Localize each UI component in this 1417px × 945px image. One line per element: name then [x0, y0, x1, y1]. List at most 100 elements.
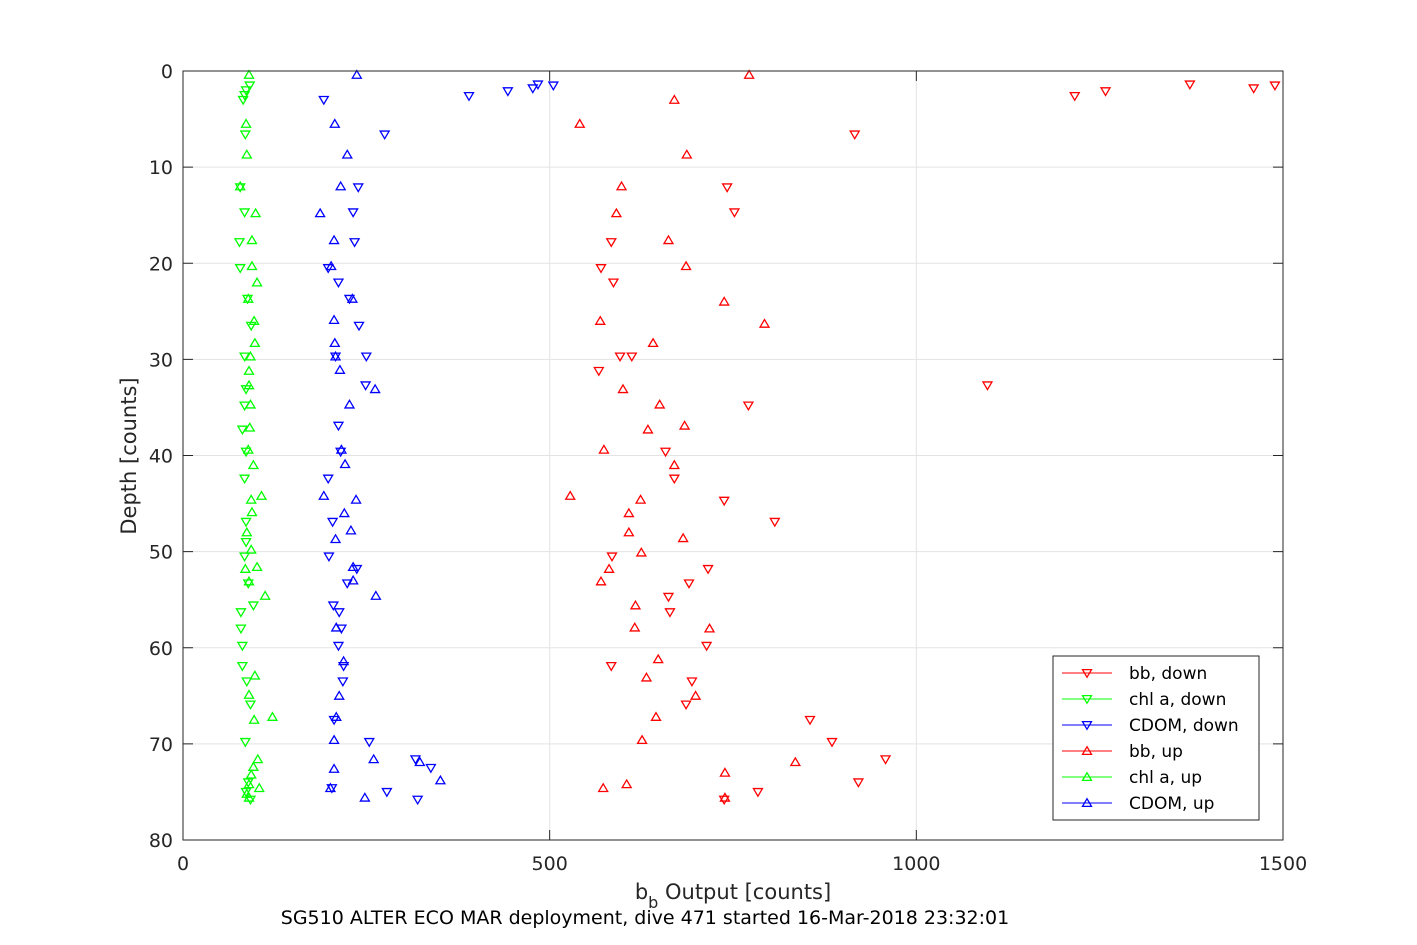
data-point — [351, 564, 363, 575]
data-point — [359, 792, 371, 802]
data-point — [238, 474, 251, 485]
data-point — [234, 180, 246, 191]
data-point — [603, 563, 615, 573]
data-point — [668, 474, 680, 485]
data-point — [335, 180, 347, 191]
data-point — [1184, 80, 1196, 91]
legend-entry: chl a, down — [1062, 690, 1226, 710]
data-point — [243, 365, 255, 375]
data-point — [614, 352, 626, 363]
data-point — [249, 207, 262, 218]
data-point — [615, 180, 628, 191]
data-point — [635, 547, 647, 557]
legend-entries: bb, down chl a, down CDOM, down bb, up chl a… — [1062, 664, 1239, 814]
data-point — [239, 563, 251, 573]
legend-label: bb, down — [1129, 664, 1207, 684]
data-point — [527, 84, 539, 94]
data-point — [623, 507, 635, 518]
data-point — [652, 653, 664, 664]
data-point — [718, 496, 730, 507]
data-point — [244, 81, 256, 91]
data-point — [409, 755, 422, 765]
data-point — [668, 459, 680, 470]
data-point — [243, 379, 255, 390]
data-point — [593, 366, 605, 377]
data-point — [350, 494, 362, 504]
data-point — [247, 459, 260, 470]
data-point — [689, 690, 702, 700]
y-tick-label: 70 — [149, 734, 173, 756]
x-axis-title: bb Output [counts] — [635, 880, 831, 912]
data-point — [425, 763, 437, 774]
data-point — [236, 661, 249, 672]
data-point — [634, 494, 647, 504]
legend-marker — [1081, 745, 1093, 756]
legend-label: bb, up — [1129, 742, 1183, 762]
data-point — [650, 711, 662, 721]
data-point — [235, 624, 247, 635]
data-point — [677, 532, 689, 543]
legend-label: CDOM, down — [1129, 716, 1239, 736]
data-point — [238, 552, 251, 562]
data-point — [339, 458, 351, 469]
series-chl-a-up — [234, 69, 279, 802]
legend-marker — [1081, 694, 1093, 705]
data-point — [252, 753, 264, 764]
data-point — [381, 787, 393, 798]
x-tick-label: 0 — [177, 853, 189, 875]
data-point — [353, 321, 365, 332]
data-point — [369, 383, 381, 394]
data-point — [683, 579, 695, 589]
data-point — [241, 788, 253, 798]
data-point — [245, 544, 257, 554]
data-point — [680, 260, 692, 271]
data-point — [629, 622, 641, 632]
data-point — [595, 264, 607, 274]
data-point — [547, 81, 559, 91]
legend: bb, down chl a, down CDOM, down bb, up chl a… — [1052, 655, 1260, 821]
data-point — [247, 761, 260, 771]
data-point — [246, 506, 258, 517]
data-point — [678, 420, 691, 430]
data-point — [574, 118, 586, 128]
data-point — [329, 533, 342, 544]
data-point — [341, 149, 353, 159]
data-point — [849, 130, 861, 140]
data-point — [681, 149, 693, 159]
data-point — [332, 421, 345, 432]
data-point — [248, 714, 260, 724]
data-point — [826, 737, 838, 748]
data-point — [243, 69, 255, 79]
series-bb-down — [593, 80, 1281, 806]
data-point — [347, 574, 359, 585]
data-point — [368, 753, 380, 764]
data-point — [414, 756, 426, 767]
data-point — [334, 364, 346, 374]
grid-lines — [182, 70, 1284, 841]
x-tick-label: 1500 — [1259, 853, 1307, 875]
y-axis-title: Depth [counts] — [117, 377, 141, 534]
data-point — [242, 444, 254, 454]
data-point — [981, 381, 994, 391]
series-bb-up — [564, 69, 801, 802]
data-point — [251, 561, 263, 572]
data-point — [241, 677, 253, 687]
data-point — [647, 337, 659, 348]
y-tick-label: 60 — [149, 638, 173, 660]
data-point — [241, 526, 253, 537]
y-tick-label: 50 — [149, 542, 173, 564]
data-point — [244, 350, 257, 361]
data-point — [606, 552, 618, 562]
data-point — [636, 734, 648, 745]
data-point — [686, 677, 698, 687]
data-point — [330, 622, 342, 632]
data-point — [337, 661, 350, 672]
data-point — [236, 641, 249, 652]
y-tick-label: 80 — [149, 830, 173, 852]
legend-marker — [1081, 720, 1093, 731]
data-point — [244, 700, 257, 711]
data-point — [617, 383, 629, 394]
data-point — [240, 517, 252, 528]
data-point — [326, 784, 338, 794]
data-point — [246, 234, 258, 245]
